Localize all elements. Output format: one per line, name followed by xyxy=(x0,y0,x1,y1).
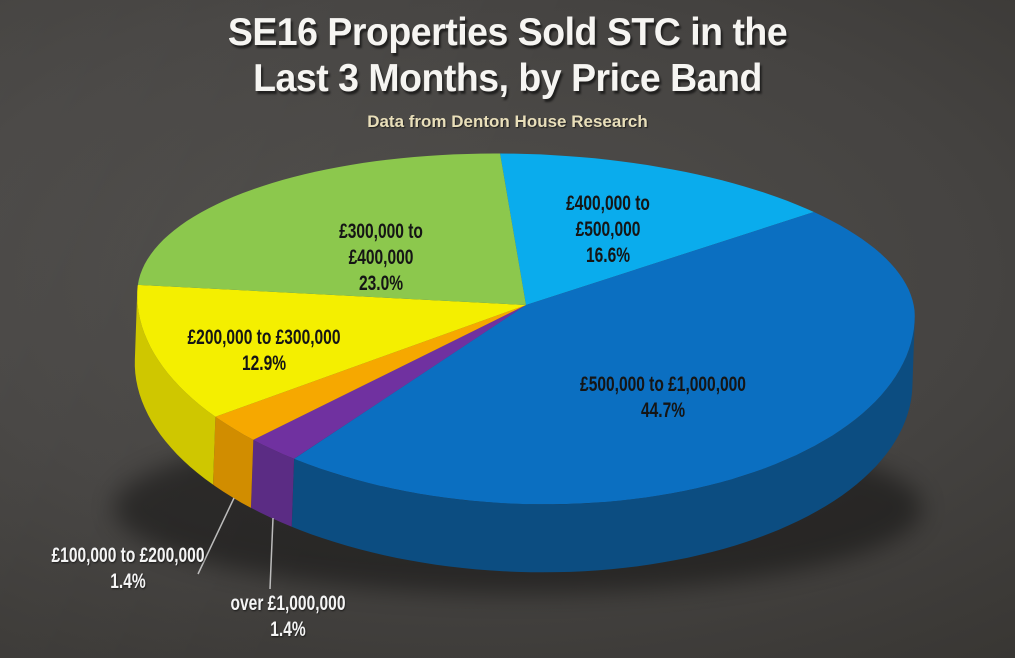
slice-label-3-line-0: £100,000 to £200,000 xyxy=(51,544,205,567)
slice-label-5-line-1: £400,000 xyxy=(348,246,414,269)
leader-line-0 xyxy=(197,497,235,575)
slice-label-0: £400,000 to £500,000 16.6% xyxy=(566,191,650,269)
pie-slice-5-top xyxy=(137,153,526,305)
slice-label-4-line-1: 12.9% xyxy=(241,352,287,375)
slice-label-3: £100,000 to £200,000 1.4% xyxy=(52,543,205,595)
slice-label-4: £200,000 to £300,000 12.9% xyxy=(188,325,341,377)
pie-slice-4-top xyxy=(137,284,526,417)
slice-label-3-line-1: 1.4% xyxy=(110,570,146,593)
pie-slice-1-top xyxy=(294,211,915,505)
slice-label-1-line-1: 44.7% xyxy=(640,399,686,422)
leader-line-1 xyxy=(269,517,274,590)
slice-label-1-line-0: £500,000 to £1,000,000 xyxy=(580,373,746,396)
slice-label-2-line-1: 1.4% xyxy=(270,618,306,641)
slice-label-5-line-2: 23.0% xyxy=(358,272,404,295)
pie-slice-2-top xyxy=(253,305,526,459)
pie-slice-4-side xyxy=(134,291,216,485)
slice-label-1: £500,000 to £1,000,000 44.7% xyxy=(580,372,746,424)
pie-slice-3-side xyxy=(213,416,254,508)
slice-label-4-line-0: £200,000 to £300,000 xyxy=(187,326,341,349)
slice-label-0-line-0: £400,000 to xyxy=(566,192,650,215)
slice-label-0-line-2: 16.6% xyxy=(585,244,631,267)
slice-label-2: over £1,000,000 1.4% xyxy=(231,591,346,643)
pie-slice-3-top xyxy=(215,305,526,440)
chart-title-line2: Last 3 Months, by Price Band xyxy=(253,57,762,100)
chart-title-line1: SE16 Properties Sold STC in the xyxy=(227,11,788,54)
slice-label-2-line-0: over £1,000,000 xyxy=(230,592,346,615)
pie-slice-0-top xyxy=(500,153,814,305)
slice-label-5: £300,000 to £400,000 23.0% xyxy=(339,219,423,297)
pie-slice-1-side xyxy=(291,318,915,573)
slice-label-0-line-1: £500,000 xyxy=(575,218,641,241)
chart-subtitle: Data from Denton House Research xyxy=(367,112,648,131)
slice-label-5-line-0: £300,000 to xyxy=(339,220,423,243)
pie-slice-2-side xyxy=(250,439,295,527)
chart-header: SE16 Properties Sold STC in the Last 3 M… xyxy=(0,10,1015,132)
